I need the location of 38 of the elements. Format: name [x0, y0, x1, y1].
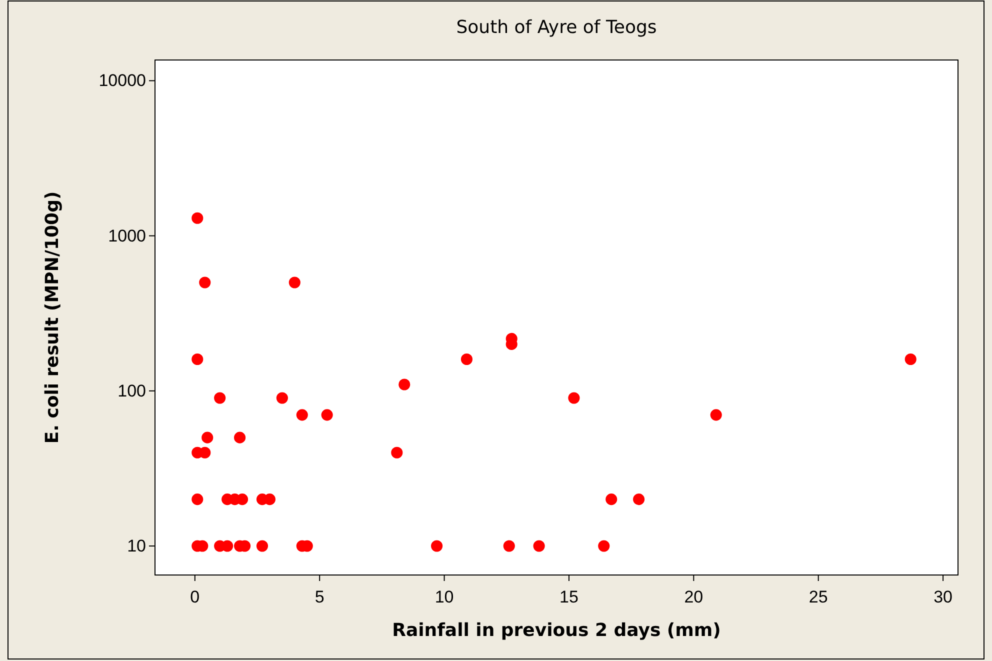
x-tick-label: 30 [934, 588, 952, 607]
point [296, 409, 308, 421]
x-tick-label: 10 [434, 588, 454, 607]
point [598, 540, 610, 552]
point [904, 353, 916, 366]
x-tick-label: 15 [560, 588, 578, 607]
y-tick-label: 10000 [98, 71, 146, 90]
point [321, 409, 333, 421]
point [256, 540, 268, 552]
y-tick-label: 10 [127, 536, 146, 556]
x-tick-label: 5 [314, 588, 324, 607]
point [633, 494, 645, 506]
point [199, 276, 211, 288]
x-tick-label: 25 [808, 588, 828, 607]
point [398, 378, 410, 390]
point [192, 353, 204, 366]
y-axis-title: E. coli result (MPN/100g) [42, 191, 63, 444]
x-tick-label: 0 [190, 588, 200, 607]
point [710, 409, 722, 421]
point [192, 494, 204, 506]
chart-title: South of Ayre of Teogs [456, 17, 657, 38]
point [568, 392, 580, 404]
point [606, 494, 618, 506]
point [431, 540, 443, 552]
x-tick-label: 20 [684, 588, 704, 607]
point [391, 446, 403, 458]
point [234, 432, 246, 444]
y-tick-label: 1000 [108, 226, 146, 246]
point [202, 432, 214, 444]
x-axis-title: Rainfall in previous 2 days (mm) [392, 620, 721, 641]
point [460, 353, 473, 366]
point [192, 212, 204, 224]
point [276, 392, 288, 404]
point [503, 540, 515, 552]
y-tick-label: 100 [118, 381, 146, 400]
point [288, 276, 300, 288]
point [214, 392, 226, 404]
point [533, 540, 545, 552]
